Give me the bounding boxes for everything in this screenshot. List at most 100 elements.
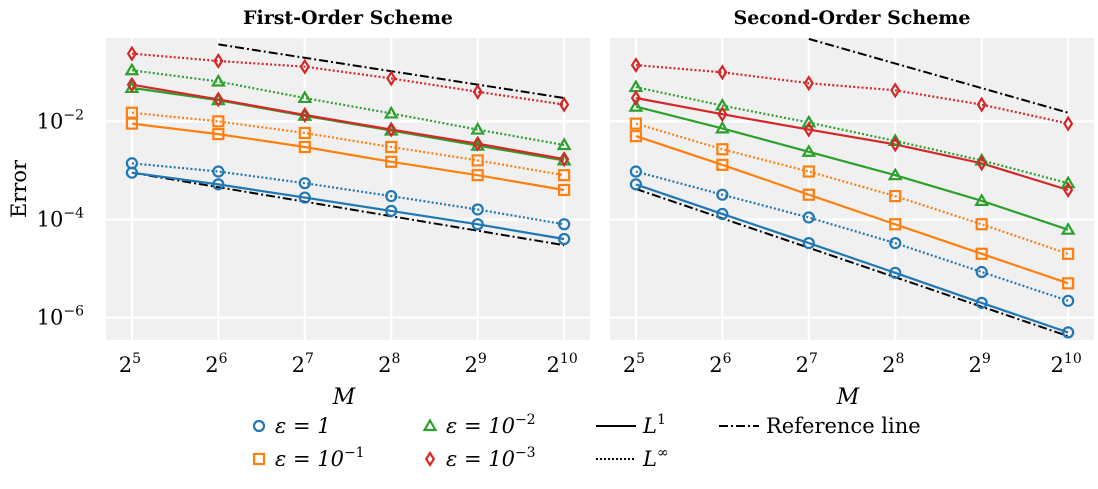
legend-label: ε = 10−3: [446, 445, 536, 471]
data-point: [975, 265, 988, 279]
x-tick-label-base: 2: [623, 353, 636, 377]
legend-item: ε = 10−1: [252, 445, 365, 471]
data-point: [472, 135, 483, 152]
data-point: [803, 121, 814, 138]
x-tick-label: 25: [623, 351, 645, 377]
chart-title: Second-Order Scheme: [734, 7, 971, 29]
data-point: [887, 167, 903, 181]
series-line-linf: [635, 170, 1069, 302]
data-point: [801, 114, 817, 128]
legend-label: Reference line: [766, 414, 921, 438]
legend-label-exp: −2: [515, 412, 536, 428]
data-point: [628, 98, 644, 112]
data-point: [716, 158, 729, 171]
x-tick-label-exp: 6: [219, 351, 228, 367]
data-point: [1062, 294, 1075, 307]
x-tick-label-exp: 9: [478, 351, 487, 367]
data-point: [716, 143, 729, 156]
x-tick-label: 28: [882, 351, 904, 377]
series-line-linf: [131, 111, 565, 177]
data-point: [471, 218, 484, 231]
x-tick-label: 210: [547, 351, 578, 377]
legend-label-base: L: [642, 414, 657, 438]
data-point: [559, 96, 570, 113]
legend-label-exp: −1: [344, 445, 365, 461]
y-tick-label: 10−6: [37, 304, 84, 330]
data-point: [471, 169, 484, 182]
data-point: [1062, 326, 1075, 339]
x-tick-label-base: 2: [882, 353, 895, 377]
data-point: [887, 133, 903, 146]
data-point: [124, 62, 140, 76]
series-line-linf: [635, 122, 1069, 255]
x-axis-label: M: [332, 385, 356, 410]
data-point: [1063, 115, 1074, 132]
data-point: [975, 296, 988, 309]
legend-marker: [252, 419, 266, 433]
x-axis-label: M: [836, 385, 860, 410]
y-tick-label-base: 10: [37, 109, 64, 133]
data-point: [802, 188, 815, 201]
data-point: [298, 126, 311, 140]
data-point: [558, 183, 571, 197]
data-point: [558, 218, 571, 231]
legend-item: Reference line: [719, 414, 921, 438]
x-tick-label-base: 2: [119, 353, 132, 377]
x-tick-label-exp: 5: [636, 351, 645, 367]
data-point: [386, 70, 397, 87]
data-point: [299, 106, 310, 124]
data-point: [471, 203, 484, 216]
data-point: [890, 82, 901, 99]
x-tick-label-exp: 10: [1064, 351, 1082, 367]
data-point: [298, 140, 311, 154]
legend-label-base: Reference line: [766, 414, 921, 438]
data-point: [630, 57, 641, 74]
data-point: [889, 237, 902, 250]
reference-line: [808, 38, 1069, 114]
x-tick-label-exp: 7: [305, 351, 314, 367]
legend-item: L∞: [596, 445, 669, 471]
legend-item: ε = 10−2: [422, 412, 536, 438]
data-point: [974, 193, 990, 206]
data-point: [212, 115, 225, 128]
series-line-l1: [131, 122, 565, 192]
x-tick-label-exp: 7: [809, 351, 818, 367]
y-tick-label-base: 10: [37, 207, 64, 231]
x-tick-label-base: 2: [465, 353, 478, 377]
data-point: [1060, 175, 1076, 189]
plot-content: [628, 38, 1076, 339]
x-tick-label-base: 2: [547, 353, 560, 377]
data-point: [1062, 277, 1075, 290]
plot-area: [610, 38, 1094, 340]
legend-label-exp: −3: [515, 445, 536, 461]
series-line-l1: [131, 83, 565, 161]
series-line-linf: [131, 52, 565, 106]
data-point: [559, 151, 570, 168]
y-tick-label: 10−4: [37, 205, 84, 231]
x-tick-label-base: 2: [969, 353, 982, 377]
y-tick-label-exp: −6: [63, 304, 84, 320]
x-tick-label: 25: [119, 351, 141, 377]
x-tick-label: 26: [709, 351, 731, 377]
data-point: [975, 247, 988, 260]
x-tick-label-exp: 10: [560, 351, 578, 367]
data-point: [889, 189, 902, 203]
data-point: [976, 96, 987, 113]
data-point: [801, 144, 817, 157]
x-tick-label-exp: 8: [391, 351, 400, 367]
data-point: [212, 165, 225, 178]
legend-label-base: ε = 10: [275, 447, 344, 471]
legend-item: ε = 1: [252, 414, 331, 438]
y-tick-label-exp: −4: [63, 205, 84, 221]
data-point: [470, 121, 486, 135]
y-tick-label-exp: −2: [63, 107, 84, 123]
series-line-l1: [635, 135, 1069, 285]
x-tick-label-base: 2: [796, 353, 809, 377]
data-point: [556, 137, 572, 151]
data-point: [1063, 181, 1074, 199]
data-point: [1060, 221, 1076, 235]
data-point: [385, 140, 398, 154]
data-point: [802, 211, 815, 224]
x-tick-label-exp: 9: [982, 351, 991, 367]
